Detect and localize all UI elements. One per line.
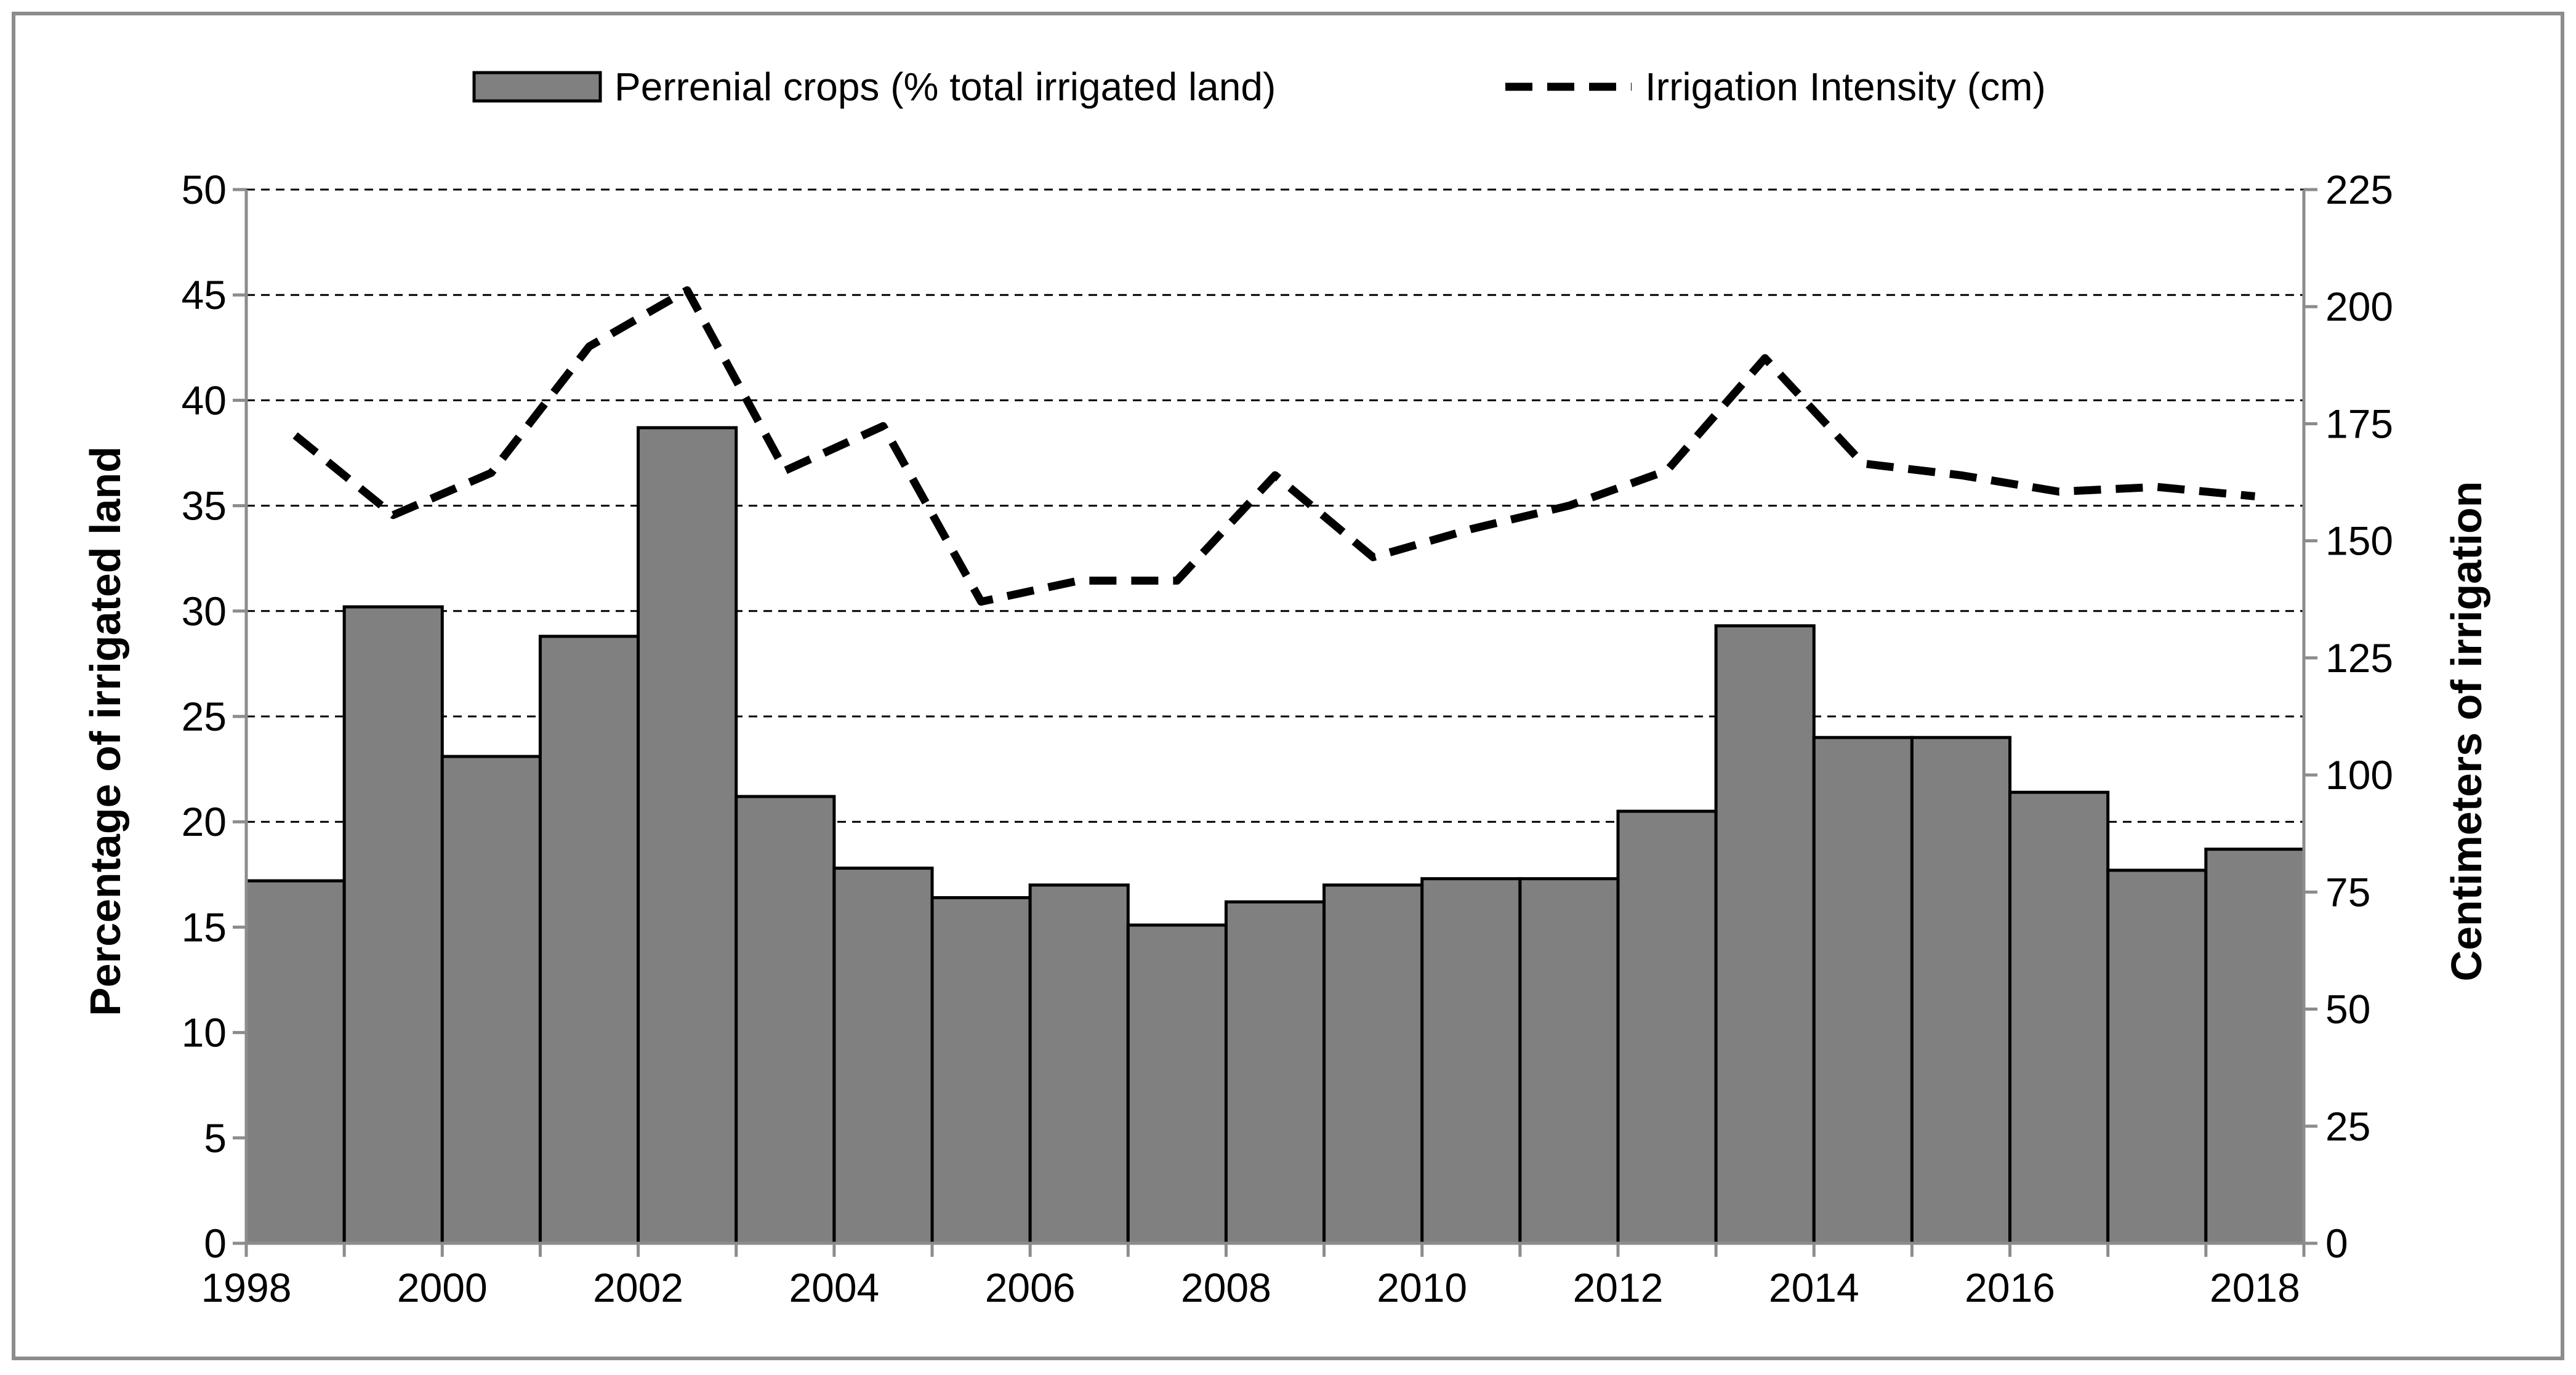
bar-2002 <box>637 426 738 1245</box>
y-right-tick-label: 200 <box>2325 284 2393 329</box>
y-left-tick-label: 25 <box>182 694 227 739</box>
bar-2011 <box>1518 877 1620 1245</box>
y-right-tick-label: 25 <box>2325 1104 2370 1149</box>
legend-bar-label: Perrenial crops (% total irrigated land) <box>614 65 1276 109</box>
y-left-tick-label: 10 <box>182 1010 227 1056</box>
y-right-tick-label: 50 <box>2325 987 2370 1032</box>
x-tick-label: 2008 <box>1181 1265 1271 1310</box>
x-tick-label: 2012 <box>1573 1265 1664 1310</box>
y-left-tick-label: 30 <box>182 588 227 634</box>
x-tick-label: 1998 <box>201 1265 292 1310</box>
y-right-tick-label: 225 <box>2325 167 2393 212</box>
y-right-tick-label: 125 <box>2325 635 2393 681</box>
bar-2005 <box>930 896 1032 1245</box>
x-tick-label: 2018 <box>2210 1265 2300 1310</box>
bar-2004 <box>832 867 934 1245</box>
bar-series <box>244 426 2306 1245</box>
bar-2003 <box>735 795 836 1245</box>
bar-2018 <box>2204 848 2306 1245</box>
bar-1998 <box>244 879 346 1245</box>
y-left-tick-label: 15 <box>182 904 227 950</box>
x-tick-label: 2002 <box>593 1265 683 1310</box>
x-tick-label: 2004 <box>789 1265 879 1310</box>
x-tick-label: 2014 <box>1769 1265 1859 1310</box>
irrigation-intensity-line <box>292 286 2256 606</box>
bar-2001 <box>538 635 640 1245</box>
line-series <box>292 286 2256 606</box>
y-right-axis-title: Centimeters of irrigation <box>2442 481 2490 982</box>
y-left-tick-label: 5 <box>204 1115 227 1161</box>
legend: Perrenial crops (% total irrigated land)… <box>472 65 2046 109</box>
y-left-tick-label: 20 <box>182 799 227 844</box>
bar-2010 <box>1420 877 1522 1245</box>
y-right-tick-label: 0 <box>2325 1221 2348 1266</box>
x-tick-label: 2010 <box>1377 1265 1467 1310</box>
bar-2015 <box>1910 736 2012 1245</box>
y-right-tick-label: 175 <box>2325 401 2393 446</box>
legend-bar-swatch <box>472 71 602 103</box>
y-left-tick-label: 35 <box>182 483 227 529</box>
y-left-tick-label: 50 <box>182 167 227 212</box>
bar-2013 <box>1714 624 1816 1245</box>
bar-2012 <box>1616 809 1718 1245</box>
y-left-axis-title: Percentage of irrigated land <box>81 446 129 1016</box>
tick-labels: 0 5 10 15 20 25 30 35 40 45 50 0 25 50 75 100 125 150 175 2… <box>182 167 2394 1310</box>
bar-2006 <box>1028 883 1130 1245</box>
bar-1999 <box>342 605 444 1245</box>
bar-2014 <box>1812 736 1914 1245</box>
y-right-tick-label: 100 <box>2325 752 2393 798</box>
bar-2008 <box>1224 900 1326 1245</box>
legend-line-label: Irrigation Intensity (cm) <box>1645 65 2046 109</box>
y-left-tick-label: 40 <box>182 377 227 423</box>
y-right-tick-label: 150 <box>2325 518 2393 564</box>
bar-2016 <box>2008 790 2110 1245</box>
y-left-tick-label: 45 <box>182 272 227 318</box>
x-tick-label: 2006 <box>985 1265 1076 1310</box>
bar-2000 <box>440 755 542 1245</box>
bar-2017 <box>2106 868 2208 1245</box>
axes <box>233 188 2317 1257</box>
y-left-tick-label: 0 <box>204 1221 227 1266</box>
x-tick-label: 2000 <box>397 1265 488 1310</box>
y-right-tick-label: 75 <box>2325 869 2370 915</box>
x-tick-label: 2016 <box>1965 1265 2055 1310</box>
bar-2007 <box>1126 923 1228 1245</box>
bar-2009 <box>1322 883 1424 1245</box>
